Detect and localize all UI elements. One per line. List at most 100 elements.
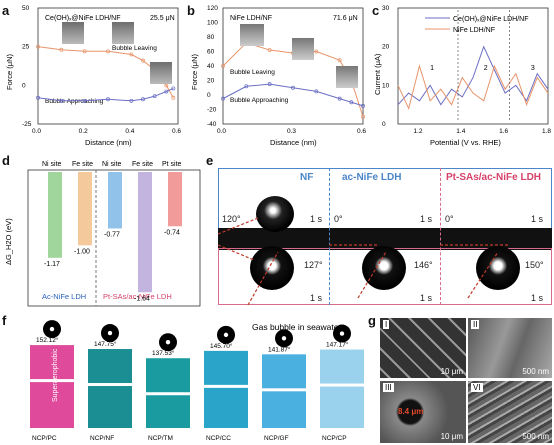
panel-f-bar-stripe-0 bbox=[30, 379, 74, 383]
panel-a-point-0-8 bbox=[171, 95, 176, 100]
panel-a-point-0-5 bbox=[141, 58, 145, 63]
panel-g-label-1: I bbox=[383, 320, 390, 329]
panel-a-point-1-1 bbox=[59, 98, 64, 103]
panel-f-angle-5: 147.17° bbox=[326, 341, 349, 349]
panel-c-ylabel: Current (μA) bbox=[373, 53, 382, 95]
panel-e-top-time-3: 1 s bbox=[531, 214, 544, 224]
panel-b-title: NiFe LDH/NF bbox=[230, 15, 272, 22]
panel-b-xlabel: Distance (nm) bbox=[270, 138, 317, 147]
panel-f-cat-0: NCP/PC bbox=[32, 435, 57, 442]
panel-d-group-2: Pt-SAs/ac-NiFe LDH bbox=[103, 292, 172, 301]
panel-d-bar-4 bbox=[168, 172, 182, 227]
panel-b-point-1-5 bbox=[337, 96, 342, 101]
panel-e-mid-band bbox=[218, 228, 552, 250]
panel-d-col-2: Ni site bbox=[102, 161, 122, 168]
panel-a-series-1 bbox=[37, 87, 174, 102]
panel-b-photo-2 bbox=[292, 38, 314, 60]
panel-g-scale-2: 500 nm bbox=[522, 367, 549, 376]
panel-b-ytick-5: 20 bbox=[207, 78, 215, 85]
panel-e-image: NF ac-NiFe LDH Pt-SAs/ac-NiFe LDH 120° 0… bbox=[218, 168, 552, 305]
panel-c-ytick-1: 20 bbox=[382, 44, 390, 51]
panel-c-legend-2: NiFe LDH/NF bbox=[453, 27, 495, 34]
panel-e-bottom-time-3: 1 s bbox=[531, 293, 544, 303]
panel-g-sem-3: III 8.4 μm 10 μm bbox=[380, 381, 466, 443]
panel-f-title: Gas bubble in seawater bbox=[252, 322, 341, 332]
panel-f-angle-1: 147.75° bbox=[94, 340, 117, 348]
panel-b-point-0-2 bbox=[267, 48, 272, 53]
panel-f-bar-stripe-1 bbox=[88, 383, 132, 387]
panel-c-ytick-0: 30 bbox=[382, 5, 390, 12]
panel-f-chart: Gas bubble in seawater 152.12° NCP/PC 147.… bbox=[30, 320, 364, 442]
panel-d-col-1: Fe site bbox=[72, 161, 93, 168]
panel-f-droplet-center-1 bbox=[107, 330, 113, 336]
panel-a-point-0-1 bbox=[59, 47, 64, 52]
panel-c-letter: c bbox=[372, 3, 380, 18]
panel-c-ytick-3: 0 bbox=[382, 121, 386, 128]
panel-f-bar-3 bbox=[204, 350, 248, 428]
panel-c-xtick-0: 1.2 bbox=[413, 128, 422, 135]
panel-b-series-1 bbox=[222, 83, 364, 107]
panel-e-bubble-1 bbox=[250, 246, 294, 290]
panel-b-ylabel: Force (μN) bbox=[190, 54, 199, 90]
panel-g-scale-3: 10 μm bbox=[440, 432, 463, 441]
panel-c-series-0 bbox=[397, 45, 549, 106]
panel-a-point-0-4 bbox=[129, 52, 134, 57]
panel-g-sem-2: II 500 nm bbox=[468, 318, 552, 378]
panel-a-ytick-2: 0 bbox=[22, 82, 26, 89]
panel-a-title: Ce(OH)ₓ@NiFe LDH/NF bbox=[45, 15, 121, 22]
panel-g-label-4: VI bbox=[471, 383, 483, 392]
panel-f-droplet-center-4 bbox=[281, 336, 287, 341]
panel-b-ytick-1: 100 bbox=[207, 20, 218, 27]
panel-f-cat-3: NCP/CC bbox=[206, 435, 231, 442]
panel-c-xtick-3: 1.8 bbox=[542, 128, 551, 135]
panel-a-xtick-1: 0.2 bbox=[79, 128, 88, 135]
panel-a-photo-1 bbox=[62, 22, 84, 44]
panel-f-bar-5 bbox=[320, 349, 364, 428]
panel-e-top-angle-3: 0° bbox=[445, 214, 454, 224]
panel-d-letter: d bbox=[2, 153, 10, 168]
panel-d-value-1: -1.00 bbox=[74, 248, 90, 255]
panel-e-bottom-angle-2: 146° bbox=[414, 260, 433, 270]
panel-f-angle-2: 137.53° bbox=[152, 349, 175, 357]
panel-b-point-1-4 bbox=[314, 89, 319, 94]
panel-b-point-0-7 bbox=[361, 114, 365, 119]
panel-b-point-0-0 bbox=[221, 64, 225, 68]
panel-d-bar-3 bbox=[138, 172, 152, 293]
panel-b-leaving-label: Bubble Leaving bbox=[230, 69, 275, 76]
panel-a-point-1-2 bbox=[82, 98, 87, 103]
panel-d-chart: ΔG_H2O (eV) Ac-NiFe LDH Pt-SAs/ac-NiFe L… bbox=[4, 161, 201, 307]
panel-d-bar-1 bbox=[78, 172, 92, 246]
panel-e-top-angle-1: 120° bbox=[222, 214, 241, 224]
panel-a-photo-3 bbox=[150, 62, 172, 84]
panel-b-photo-3 bbox=[336, 66, 358, 88]
panel-a-ytick-0: 50 bbox=[22, 5, 30, 12]
panel-e-bubble-nf bbox=[256, 196, 294, 232]
panel-f-angle-3: 145.70° bbox=[210, 342, 233, 350]
panel-g-scale-4: 500 nm bbox=[522, 432, 549, 441]
panel-f-side-label: Superaerophobic bbox=[52, 348, 59, 402]
panel-g-sem-4: VI 500 nm bbox=[468, 381, 552, 443]
panel-a-xtick-3: 0.6 bbox=[172, 128, 181, 135]
panel-b-xtick-1: 0.3 bbox=[287, 128, 296, 135]
panel-a-point-1-7 bbox=[164, 89, 169, 94]
panel-c-region-0: 1 bbox=[430, 65, 434, 72]
panel-b-xtick-2: 0.6 bbox=[357, 128, 366, 135]
panel-f-droplet-center-5 bbox=[339, 331, 345, 336]
panel-a-chart: Ce(OH)ₓ@NiFe LDH/NF 25.5 μN Bubble Leavi… bbox=[5, 5, 181, 147]
panel-a-ytick-1: 25 bbox=[22, 44, 30, 51]
panel-a-xtick-0: 0.0 bbox=[32, 128, 41, 135]
panel-a-approach-label: Bubble Approaching bbox=[45, 98, 104, 105]
panel-d-value-4: -0.74 bbox=[164, 229, 180, 236]
panel-e-header-1: NF bbox=[300, 172, 314, 183]
panel-f-bar-stripe-2 bbox=[146, 392, 190, 396]
panel-b-point-1-1 bbox=[244, 84, 249, 89]
panel-f-droplet-center-0 bbox=[49, 326, 55, 332]
panel-f-cat-4: NCP/GF bbox=[264, 435, 289, 442]
panel-e-header-2: ac-NiFe LDH bbox=[342, 172, 402, 183]
panel-c-region-1: 2 bbox=[484, 65, 488, 72]
panel-a-photo-2 bbox=[112, 22, 134, 44]
panel-f-bar-0 bbox=[30, 345, 74, 428]
panel-d-group-1: Ac-NiFe LDH bbox=[42, 292, 86, 301]
panel-e-bottom-angle-1: 127° bbox=[304, 260, 323, 270]
panel-a-point-1-4 bbox=[129, 98, 134, 103]
